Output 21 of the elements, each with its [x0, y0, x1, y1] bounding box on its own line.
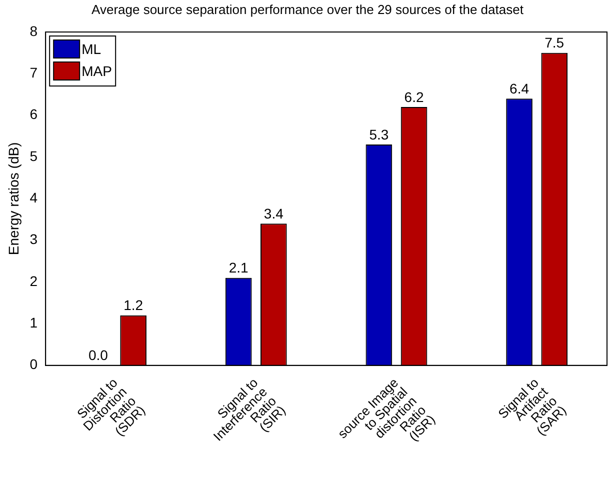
y-tick-label: 7: [30, 64, 38, 81]
y-tick-label: 6: [30, 106, 38, 122]
data-label: 3.4: [264, 206, 284, 222]
y-tick-label: 2: [30, 272, 38, 289]
y-tick-label: 3: [30, 231, 38, 248]
data-label: 5.3: [369, 126, 389, 142]
data-label: 6.2: [404, 88, 424, 105]
y-tick-label: 8: [30, 22, 38, 39]
y-tick-label: 1: [30, 314, 38, 331]
data-label: 1.2: [124, 297, 144, 314]
legend-label: MAP: [82, 62, 112, 79]
y-tick-label: 0: [30, 356, 38, 372]
data-label: 0.0: [88, 347, 108, 364]
legend-label: ML: [82, 40, 102, 57]
chart-title: Average source separation performance over the 29 sources of the dataset: [90, 2, 524, 17]
y-tick-label: 4: [30, 190, 38, 206]
data-label: 2.1: [228, 260, 249, 276]
y-axis-title: Energy ratios (dB): [5, 142, 22, 256]
data-label: 6.4: [510, 80, 530, 97]
data-label: 7.5: [544, 34, 564, 51]
y-tick-label: 5: [30, 148, 38, 164]
